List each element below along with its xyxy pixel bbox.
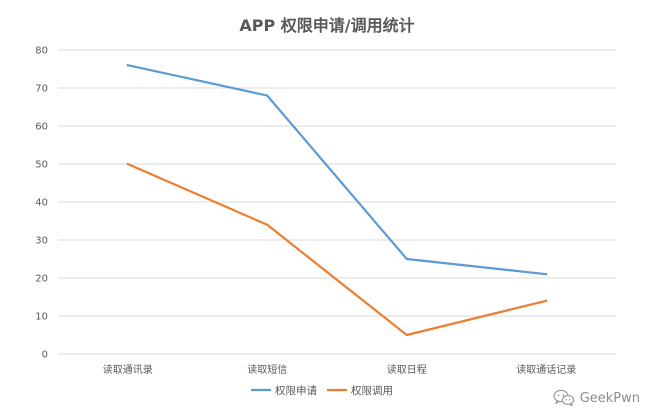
watermark-text: GeekPwn [579, 390, 640, 406]
x-tick-label: 读取短信 [247, 363, 287, 376]
series-line-2 [126, 162, 548, 337]
data-point [266, 223, 269, 226]
data-point [545, 273, 548, 276]
data-point [266, 94, 269, 97]
data-point [405, 333, 408, 337]
legend-label: 权限申请 [275, 384, 317, 397]
y-tick-label: 40 [35, 198, 48, 209]
series-lines [126, 64, 548, 337]
chart-title: APP 权限申请/调用统计 [239, 16, 414, 35]
y-tick-label: 10 [35, 312, 48, 323]
y-axis-ticks: 0 10 20 30 40 50 60 70 80 [35, 46, 48, 361]
legend: 权限申请 权限调用 [251, 384, 393, 397]
wechat-icon [553, 389, 574, 407]
y-tick-label: 70 [35, 84, 48, 95]
x-axis-ticks: 读取通讯录 读取短信 读取日程 读取通话记录 [103, 363, 577, 376]
data-point [126, 64, 129, 67]
y-tick-label: 50 [35, 160, 48, 171]
y-tick-label: 0 [42, 350, 48, 361]
series-line-1 [126, 64, 548, 276]
data-point [126, 162, 129, 166]
legend-label: 权限调用 [351, 384, 393, 397]
grid [58, 49, 616, 355]
x-tick-label: 读取通讯录 [103, 363, 153, 376]
y-tick-label: 80 [35, 46, 48, 57]
watermark: GeekPwn [553, 389, 640, 407]
y-tick-label: 60 [35, 122, 48, 133]
data-point [545, 299, 548, 302]
y-tick-label: 30 [35, 236, 48, 247]
x-tick-label: 读取日程 [387, 363, 427, 376]
data-point [405, 257, 408, 261]
x-tick-label: 读取通话记录 [516, 363, 576, 376]
y-tick-label: 20 [35, 274, 48, 285]
